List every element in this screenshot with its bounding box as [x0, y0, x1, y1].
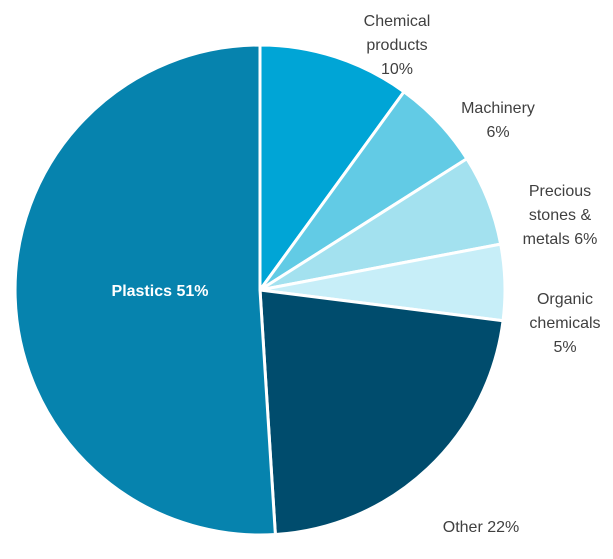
slice-label-line: 10% [381, 61, 413, 78]
slice-label-precious-stones-metals: Precious stones & metals 6% [523, 183, 598, 248]
slice-label-organic-chemicals: Organic chemicals 5% [529, 291, 600, 356]
slice-label-line: Precious [529, 183, 591, 200]
slice-label-line: Other 22% [443, 519, 519, 536]
slice-label-line: Organic [537, 291, 593, 308]
slice-label-line: Chemical [364, 13, 431, 30]
slice-label-line: metals 6% [523, 231, 598, 248]
pie-labels: Chemical products 10% Machinery 6% Precious st… [112, 13, 601, 536]
slice-label-line: Machinery [461, 100, 535, 117]
slice-label-line: chemicals [529, 315, 600, 332]
pie-slice-other [258, 288, 505, 537]
slice-label-other: Other 22% [443, 519, 519, 536]
pie-slice-plastics [13, 43, 277, 537]
slice-label-line: products [366, 37, 427, 54]
slice-label-line: stones & [529, 207, 592, 224]
pie-slice-chemical-products [258, 43, 406, 292]
slice-label-line: Plastics 51% [112, 283, 209, 300]
slice-label-chemical-products: Chemical products 10% [364, 13, 431, 78]
slice-label-plastics: Plastics 51% [112, 283, 209, 300]
slice-label-machinery: Machinery 6% [461, 100, 535, 141]
slice-label-line: 5% [553, 339, 576, 356]
slice-label-line: 6% [486, 124, 509, 141]
pie-slices [13, 43, 507, 537]
